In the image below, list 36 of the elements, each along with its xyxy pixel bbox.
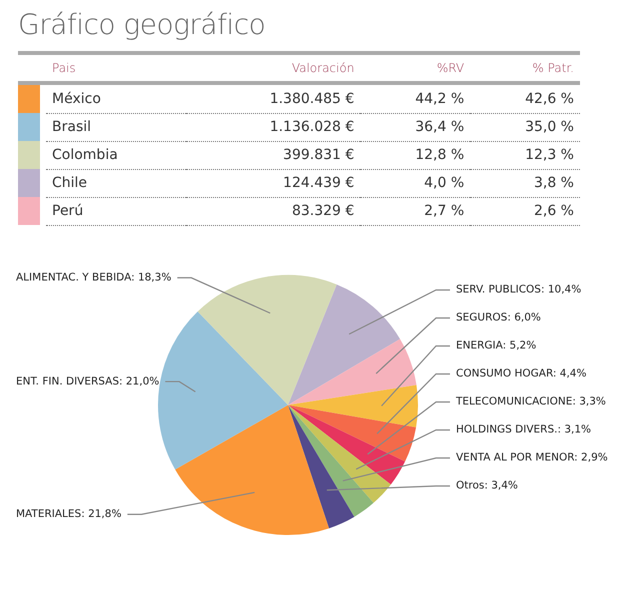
slice-label: CONSUMO HOGAR: 4,4% <box>456 367 586 380</box>
text: %RV <box>436 60 466 77</box>
data-label: 399.831 € <box>186 141 360 169</box>
slice-label: TELECOMUNICACIONE: 3,3% <box>455 395 606 408</box>
data-label: 42,6 % <box>470 83 580 113</box>
text: Gráfico geográfico <box>18 8 266 41</box>
slice-label: MATERIALES: 21,8% <box>16 508 122 520</box>
data-label: 1.136.028 € <box>186 113 360 141</box>
slice-label: VENTA AL POR MENOR: 2,9% <box>456 451 608 464</box>
category-label: Perú <box>46 197 186 225</box>
data-label: 83.329 € <box>186 197 360 225</box>
data-label: 35,0 % <box>470 113 580 141</box>
data-label: 4,0 % <box>360 169 470 197</box>
data-label: 1.380.485 € <box>186 83 360 113</box>
legend-title: Pais <box>51 60 77 77</box>
data-label: 2,7 % <box>360 197 470 225</box>
slice-label: SERV. PUBLICOS: 10,4% <box>456 283 582 296</box>
slice-label: ENT. FIN. DIVERSAS: 21,0% <box>16 374 160 387</box>
slice-label: ALIMENTAC. Y BEBIDA: 18,3% <box>16 271 172 284</box>
data-label: 124.439 € <box>186 169 360 197</box>
category-label: Brasil <box>46 113 186 141</box>
data-label: 3,8 % <box>470 169 580 197</box>
category-label: Colombia <box>46 141 186 169</box>
slice-label: SEGUROS: 6,0% <box>456 311 541 324</box>
slice-label: ENERGIA: 5,2% <box>456 339 536 352</box>
text: Valoración <box>290 60 356 77</box>
data-label: 44,2 % <box>360 83 470 113</box>
category-label: Chile <box>46 169 186 197</box>
data-label: 12,3 % <box>470 141 580 169</box>
data-label: 2,6 % <box>470 197 580 225</box>
text: % Patr. <box>531 60 575 77</box>
data-label: 12,8 % <box>360 141 470 169</box>
slice-label: HOLDINGS DIVERS.: 3,1% <box>456 423 592 436</box>
category-label: México <box>46 83 186 113</box>
slice-label: Otros: 3,4% <box>456 479 518 492</box>
data-label: 36,4 % <box>360 113 470 141</box>
